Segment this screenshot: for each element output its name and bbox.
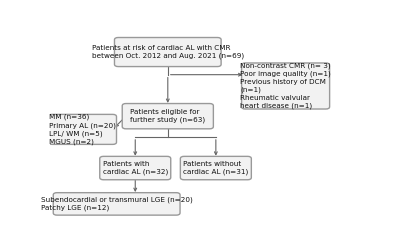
Text: Patients at risk of cardiac AL with CMR
between Oct. 2012 and Aug. 2021 (n=69): Patients at risk of cardiac AL with CMR … bbox=[92, 45, 244, 59]
FancyBboxPatch shape bbox=[242, 63, 330, 109]
Text: MM (n=36)
Primary AL (n=20)
LPL/ WM (n=5)
MGUS (n=2): MM (n=36) Primary AL (n=20) LPL/ WM (n=5… bbox=[49, 114, 116, 145]
Text: Patients eligible for
further study (n=63): Patients eligible for further study (n=6… bbox=[130, 109, 205, 123]
FancyBboxPatch shape bbox=[49, 114, 116, 144]
Text: Patients without
cardiac AL (n=31): Patients without cardiac AL (n=31) bbox=[183, 161, 248, 175]
Text: Patients with
cardiac AL (n=32): Patients with cardiac AL (n=32) bbox=[103, 161, 168, 175]
FancyBboxPatch shape bbox=[114, 37, 221, 67]
FancyBboxPatch shape bbox=[180, 156, 251, 180]
FancyBboxPatch shape bbox=[53, 193, 180, 215]
Text: Non-contrast CMR (n= 3)
Poor image quality (n=1)
Previous history of DCM
(n=1)
R: Non-contrast CMR (n= 3) Poor image quali… bbox=[240, 63, 331, 109]
FancyBboxPatch shape bbox=[100, 156, 171, 180]
Text: Subendocardial or transmural LGE (n=20)
Patchy LGE (n=12): Subendocardial or transmural LGE (n=20) … bbox=[41, 196, 192, 211]
FancyBboxPatch shape bbox=[122, 104, 213, 129]
